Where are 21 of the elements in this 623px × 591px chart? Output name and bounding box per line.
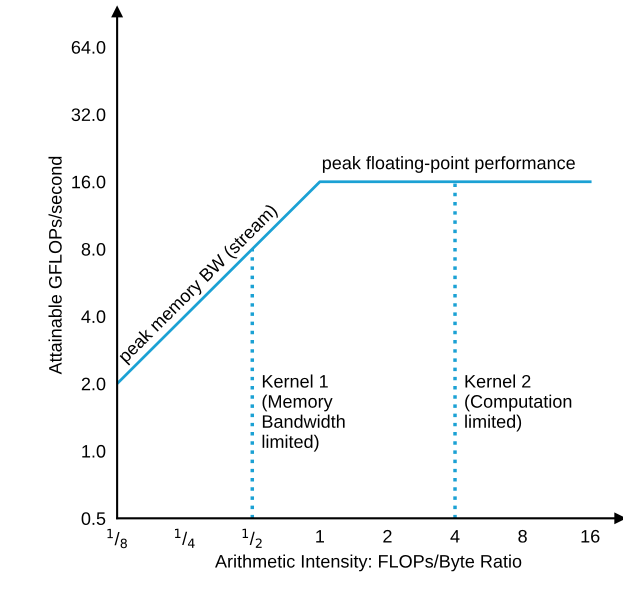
y-tick-label: 16.0 <box>72 176 106 188</box>
annotation: Kernel 2 (Computation limited) <box>465 374 572 432</box>
x-tick-label: 4 <box>450 530 460 543</box>
x-tick-label: $^{1}$/$_{4}$ <box>174 528 195 548</box>
annotation: peak floating-point performance <box>322 156 575 173</box>
annotation: Kernel 1 (Memory Bandwidth limited) <box>262 374 345 452</box>
x-tick-label: $^{1}$/$_{2}$ <box>242 528 262 548</box>
x-tick-label: 2 <box>383 530 392 543</box>
y-tick-label: 8.0 <box>82 242 106 256</box>
y-tick-label: 32.0 <box>72 108 106 122</box>
x-tick-label: 1 <box>316 530 324 543</box>
x-axis-title: Arithmetic Intensity: FLOPs/Byte Ratio <box>215 554 522 572</box>
y-tick-label: 2.0 <box>82 378 106 390</box>
x-tick-label: 16 <box>582 530 600 543</box>
x-tick-label: $^{1}$/$_{8}$ <box>107 528 127 548</box>
y-tick-label: 4.0 <box>81 310 106 324</box>
y-tick-label: 64.0 <box>72 41 106 54</box>
y-tick-label: 0.5 <box>82 512 106 526</box>
y-axis-title: Attainable GFLOPs/second <box>48 156 62 374</box>
y-tick-label: 1.0 <box>82 444 106 458</box>
x-tick-label: 8 <box>518 530 527 543</box>
